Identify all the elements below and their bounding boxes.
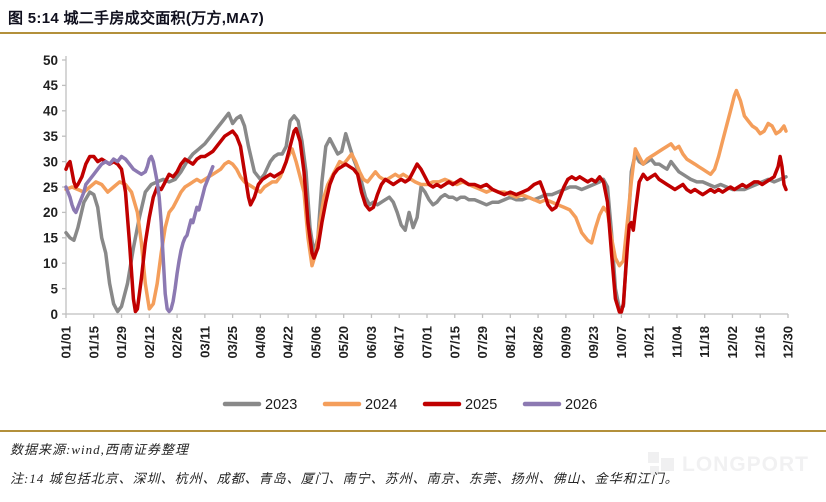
x-tick-label: 05/20: [336, 326, 351, 359]
y-tick-label: 20: [43, 205, 58, 220]
legend-label-2024: 2024: [365, 397, 397, 413]
title-rule: [0, 32, 826, 34]
x-tick-label: 01/15: [86, 326, 101, 359]
x-tick-label: 08/12: [503, 326, 518, 359]
x-tick-label: 04/08: [253, 326, 268, 359]
x-tick-label: 11/04: [669, 325, 684, 358]
x-tick-label: 09/09: [558, 326, 573, 359]
series-line-2024: [64, 88, 788, 311]
legend-label-2023: 2023: [265, 397, 297, 413]
x-tick-label: 04/22: [281, 326, 296, 359]
x-tick-label: 07/01: [420, 326, 435, 359]
legend: 2023 2024 2025 2026: [222, 397, 597, 413]
x-tick-label: 10/07: [614, 326, 629, 359]
y-tick-label: 50: [43, 53, 58, 68]
series-line-2026: [64, 154, 215, 314]
y-tick-label: 40: [43, 104, 58, 119]
y-tick-label: 25: [43, 180, 59, 195]
y-tick-label: 30: [43, 154, 58, 169]
x-tick-label: 03/11: [197, 326, 212, 358]
x-tick-label: 12/16: [753, 326, 768, 359]
series-line-2025: [64, 126, 788, 314]
x-tick-label: 11/18: [697, 326, 712, 358]
x-tick-label: 07/15: [447, 326, 462, 359]
x-tick-label: 08/26: [531, 326, 546, 359]
x-tick-label: 02/12: [142, 326, 157, 359]
y-tick-label: 5: [50, 281, 58, 296]
y-tick-label: 0: [50, 307, 58, 322]
x-tick-label: 10/21: [642, 326, 657, 359]
x-tick-label: 03/25: [225, 326, 240, 359]
legend-label-2026: 2026: [565, 397, 597, 413]
y-tick-label: 45: [43, 78, 59, 93]
x-tick-label: 06/17: [392, 326, 407, 359]
x-axis: 01/01 01/15 01/29 02/12 02/26 03/11 03/25 04/08…: [59, 314, 796, 359]
x-tick-label: 05/06: [308, 326, 323, 359]
x-tick-label: 12/02: [725, 326, 740, 359]
y-tick-label: 10: [43, 256, 58, 271]
x-tick-label: 01/01: [59, 326, 74, 359]
footer-rule: [0, 430, 826, 432]
x-tick-label: 12/30: [781, 326, 796, 359]
x-tick-label: 09/23: [586, 326, 601, 359]
legend-label-2025: 2025: [465, 397, 497, 413]
x-tick-label: 07/29: [475, 326, 490, 359]
x-tick-label: 02/26: [170, 326, 185, 359]
figure-title: 图 5:14 城二手房成交面积(万方,MA7): [8, 10, 265, 27]
series-line-2023: [64, 111, 788, 314]
y-tick-label: 15: [43, 231, 59, 246]
data-source-text: 数据来源:wind,西南证券整理: [10, 442, 189, 457]
x-tick-label: 01/29: [114, 326, 129, 359]
y-tick-label: 35: [43, 129, 59, 144]
x-tick-label: 06/03: [364, 326, 379, 359]
y-axis: 0 5 10 15 20 25 30 35 40 45 50: [43, 53, 66, 322]
footnote-text: 注:14 城包括北京、深圳、杭州、成都、青岛、厦门、南宁、苏州、南京、东莞、扬州…: [10, 471, 679, 486]
